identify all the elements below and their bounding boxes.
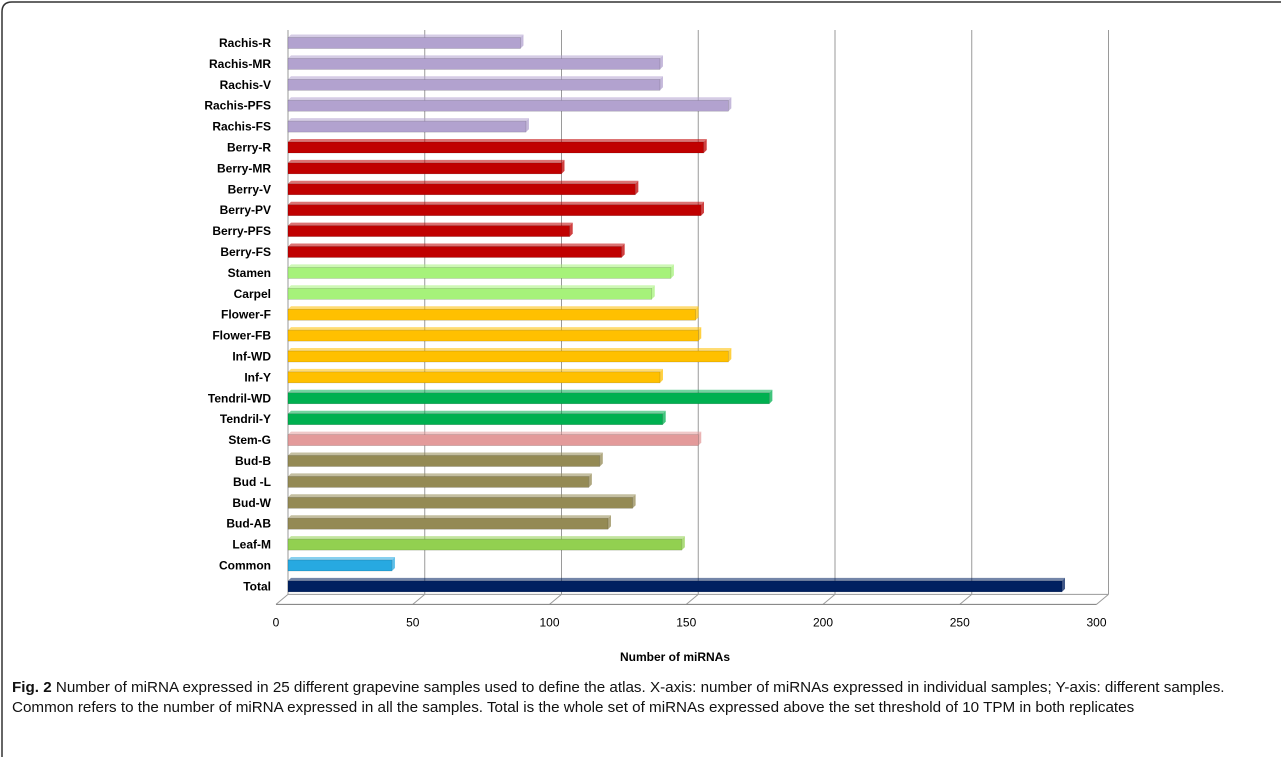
y-tick-label: Inf-Y [244,370,271,384]
y-tick-label: Berry-PV [220,203,271,217]
bar-rachis-r [287,34,524,49]
bar-flower-f [287,306,699,321]
y-tick-label: Tendril-Y [220,412,271,426]
bar-bud-ab [287,515,611,530]
y-tick-label: Stamen [228,266,271,280]
x-tick-label: 100 [539,615,559,629]
chart-bars [287,34,1066,593]
bar-total [287,577,1066,593]
x-tick-label: 250 [950,615,970,629]
y-tick-label: Inf-WD [232,350,271,364]
bar-carpel [287,285,655,300]
x-tick-labels: 0 50 100 150 200 250 300 [273,615,1107,629]
bar-berry-r [287,139,707,154]
y-tick-label: Berry-PFS [212,224,271,238]
figure-caption: Fig. 2 Number of miRNA expressed in 25 d… [12,678,1267,718]
y-tick-label: Berry-V [228,182,271,196]
bar-chart: Rachis-R Rachis-MR Rachis-V Rachis-PFS Rachi… [204,30,1109,664]
x-tick-label: 0 [273,615,280,629]
caption-label: Fig. 2 [12,679,52,696]
bar-berry-mr [287,159,565,175]
caption-text: Number of miRNA expressed in 25 differen… [12,679,1225,716]
bar-berry-pv [287,201,704,216]
bar-common [287,557,395,572]
y-tick-label: Rachis-MR [209,57,271,71]
bar-berry-fs [287,243,625,258]
y-tick-label: Flower-F [221,308,271,322]
y-tick-label: Tendril-WD [208,391,271,405]
y-tick-label: Bud-B [235,454,271,468]
x-tick-label: 50 [406,615,420,629]
bar-leaf-m [287,536,685,551]
bar-flower-fb [287,327,702,342]
x-axis-label: Number of miRNAs [620,650,730,664]
bar-stem-g [287,431,702,446]
bar-bud-w [287,494,636,509]
y-tick-label: Berry-R [227,141,271,155]
bar-rachis-mr [287,55,663,70]
y-tick-label: Bud-W [232,496,271,510]
x-tick-label: 200 [813,615,833,629]
bar-rachis-pfs [287,97,732,112]
bar-rachis-v [287,76,663,91]
y-tick-label: Berry-MR [217,161,271,175]
bar-stamen [287,264,674,279]
bar-tendril-wd [287,389,773,405]
x-tick-label: 300 [1086,615,1106,629]
bar-bud-b [287,452,603,467]
y-tick-label: Common [219,559,271,573]
y-tick-labels: Rachis-R Rachis-MR Rachis-V Rachis-PFS Rachi… [204,36,271,593]
bar-tendril-y [287,410,666,425]
bar-berry-pfs [287,222,573,237]
y-tick-label: Rachis-FS [212,120,271,134]
y-tick-label: Stem-G [228,433,271,447]
bar-inf-y [287,368,663,384]
y-tick-label: Berry-FS [220,245,271,259]
x-tick-label: 150 [676,615,696,629]
y-tick-label: Flower-FB [212,329,271,343]
bar-berry-v [287,180,639,196]
y-tick-label: Bud-AB [226,517,271,531]
y-tick-label: Total [243,579,271,593]
y-tick-label: Rachis-PFS [204,99,271,113]
bar-inf-wd [287,348,732,363]
bar-rachis-fs [287,118,529,133]
y-tick-label: Leaf-M [232,538,271,552]
bar-bud-l [287,473,592,488]
y-tick-label: Bud -L [233,475,271,489]
y-tick-label: Rachis-V [220,78,271,92]
y-tick-label: Rachis-R [219,36,271,50]
y-tick-label: Carpel [234,287,271,301]
